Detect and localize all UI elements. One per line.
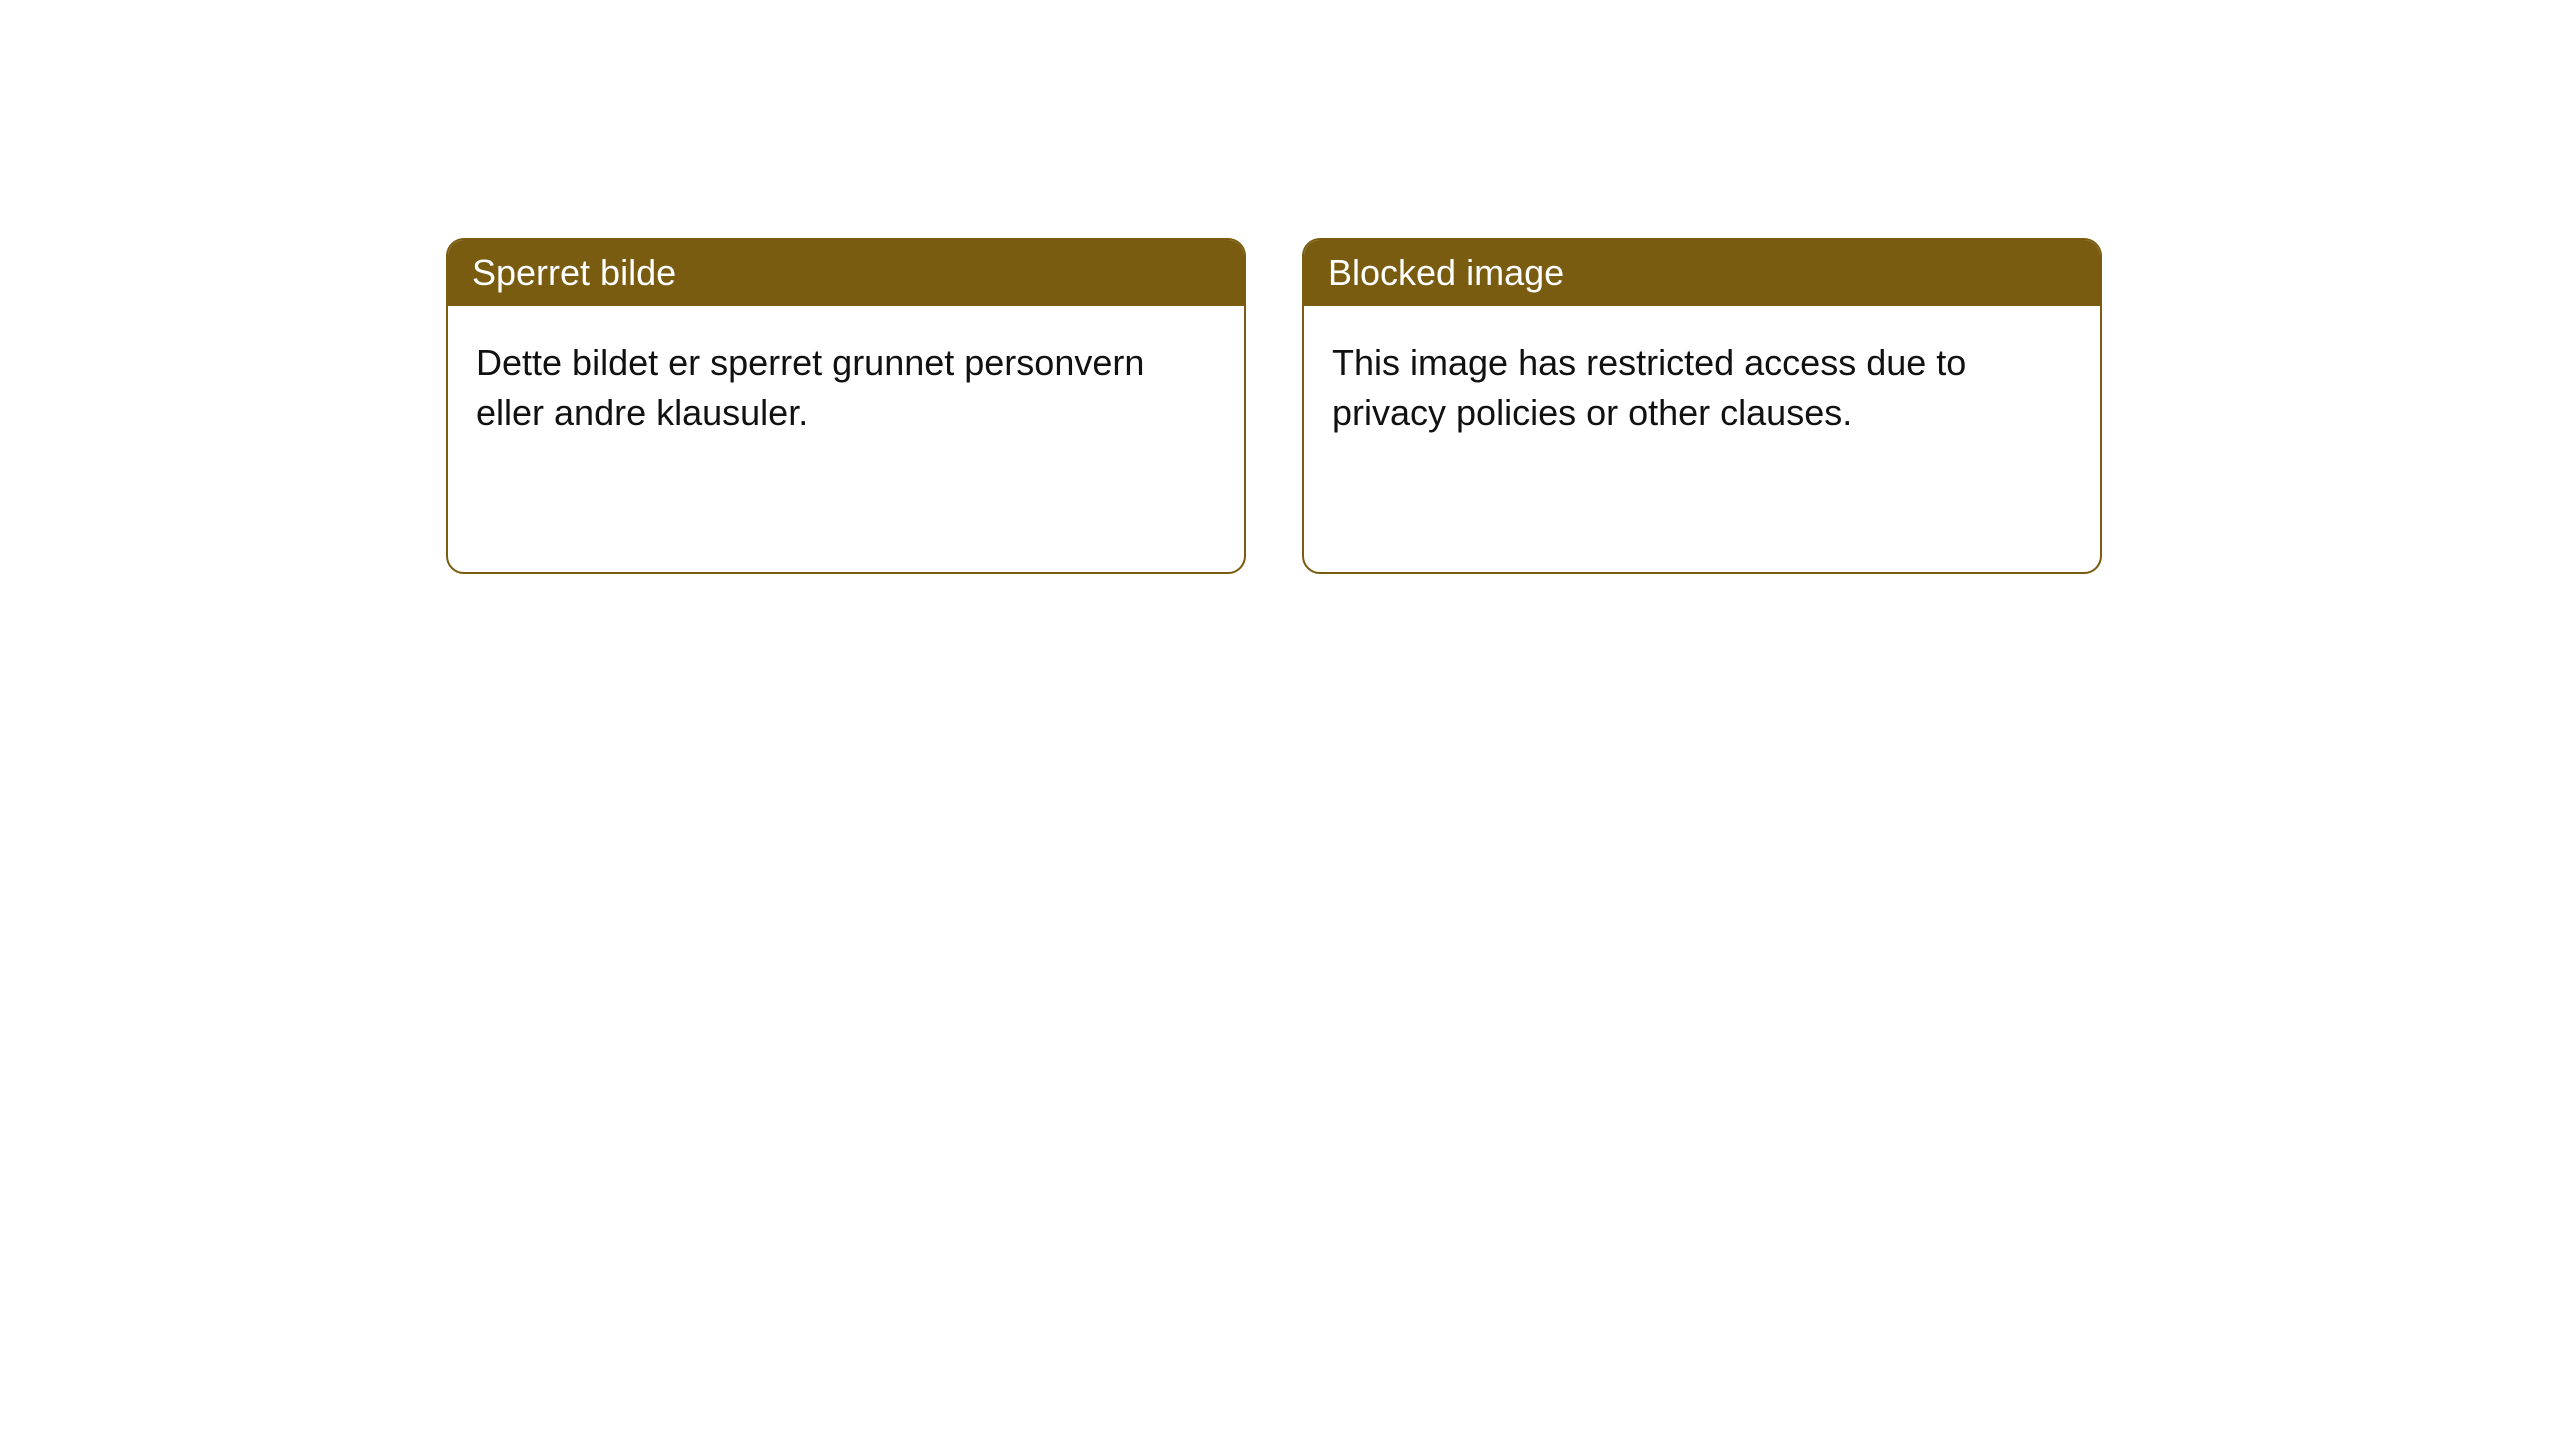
notice-card-norwegian: Sperret bilde Dette bildet er sperret gr… xyxy=(446,238,1246,574)
card-title: Blocked image xyxy=(1328,252,1564,293)
card-body-text: This image has restricted access due to … xyxy=(1332,342,1966,433)
card-header: Blocked image xyxy=(1304,240,2100,306)
card-title: Sperret bilde xyxy=(472,252,676,293)
card-body: This image has restricted access due to … xyxy=(1304,306,2100,471)
card-body-text: Dette bildet er sperret grunnet personve… xyxy=(476,342,1144,433)
card-body: Dette bildet er sperret grunnet personve… xyxy=(448,306,1244,471)
card-header: Sperret bilde xyxy=(448,240,1244,306)
notice-container: Sperret bilde Dette bildet er sperret gr… xyxy=(446,238,2102,574)
notice-card-english: Blocked image This image has restricted … xyxy=(1302,238,2102,574)
